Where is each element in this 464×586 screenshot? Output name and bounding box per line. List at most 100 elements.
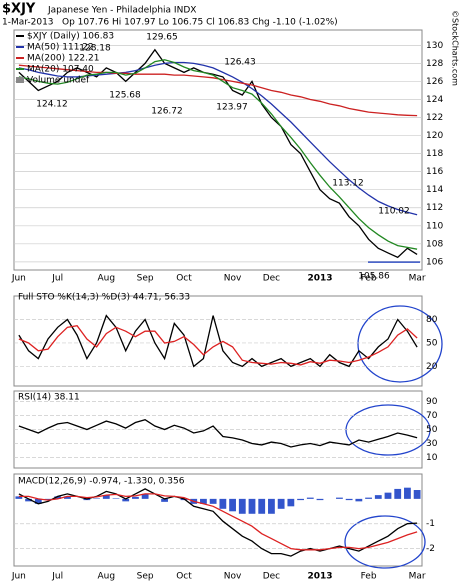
x-tick-label: Jun	[11, 274, 26, 284]
series-line	[18, 488, 418, 557]
legend-label: MA(50) 111.22	[27, 43, 94, 53]
histogram-bar	[238, 498, 246, 514]
price-annotation: 113.12	[332, 179, 364, 189]
x-tick-label: Nov	[224, 274, 242, 284]
histogram-bar	[384, 492, 392, 499]
y-tick-label: 128	[426, 59, 443, 69]
y-tick-label: 120	[426, 131, 443, 141]
histogram-bar	[277, 498, 285, 509]
legend-label: MA(200) 122.21	[27, 54, 99, 64]
x-tick-label: Dec	[263, 274, 280, 284]
histogram-bar	[34, 498, 42, 504]
histogram-bar	[258, 498, 266, 514]
price-annotation: 125.68	[109, 91, 141, 101]
source: ©StockCharts.com	[451, 10, 460, 86]
highlight-ellipse	[344, 515, 426, 569]
y-tick-label: 10	[426, 453, 438, 463]
chart-title: $XJY	[2, 2, 36, 17]
y-tick-label: 20	[426, 362, 438, 372]
histogram-bar	[297, 498, 304, 501]
y-tick-label: 112	[426, 203, 443, 213]
series-line	[18, 493, 418, 551]
histogram-bar	[209, 498, 217, 504]
series-line	[18, 314, 418, 368]
y-tick-label: 114	[426, 185, 443, 195]
histogram-bar	[122, 498, 130, 502]
histogram-bar	[15, 496, 23, 499]
x-tick-label: 2013	[307, 274, 332, 284]
legend-label: MA(20) 107.40	[27, 65, 94, 75]
histogram-bar	[161, 498, 168, 502]
histogram-bar	[306, 497, 314, 499]
histogram-bar	[268, 498, 275, 514]
series-line	[18, 324, 418, 366]
price-annotation: 126.43	[224, 58, 256, 68]
price-annotation: 124.12	[36, 100, 68, 110]
histogram-bar	[413, 490, 421, 499]
legend-label: $XJY (Daily) 106.83	[27, 32, 114, 42]
x-tick-label: Mar	[409, 274, 426, 284]
x-tick-label: Aug	[97, 274, 115, 284]
y-tick-label: -2	[426, 544, 435, 554]
date: 1-Mar-2013	[2, 18, 54, 28]
highlight-ellipse	[345, 404, 431, 456]
y-tick-label: 50	[426, 338, 438, 348]
sto-panel	[13, 295, 423, 387]
series-line	[18, 418, 418, 448]
y-tick-label: 70	[426, 411, 438, 421]
histogram-bar	[25, 498, 32, 502]
y-tick-label: 124	[426, 95, 443, 105]
x-tick-label: Jun	[11, 572, 26, 582]
x-tick-label: Oct	[176, 274, 192, 284]
x-tick-label: Jul	[51, 274, 63, 284]
histogram-bar	[287, 498, 295, 507]
histogram-bar	[132, 496, 139, 499]
quote: Op 107.76 Hi 107.97 Lo 106.75 Cl 106.83 …	[62, 18, 338, 28]
x-tick-label: Oct	[176, 572, 192, 582]
histogram-bar	[248, 498, 256, 514]
y-tick-label: 90	[426, 397, 438, 407]
histogram-bar	[336, 497, 343, 499]
y-tick-label: 122	[426, 113, 443, 123]
y-tick-label: 126	[426, 77, 443, 87]
x-tick-label: Jul	[51, 572, 63, 582]
panel-title: RSI(14) 38.11	[18, 393, 80, 403]
x-tick-label: Nov	[224, 572, 242, 582]
panel-title: Full STO %K(14,3) %D(3) 44.71, 56.33	[18, 293, 190, 303]
price-annotation: 129.65	[146, 33, 178, 43]
chart-subtitle: Japanese Yen - Philadelphia INDX	[47, 6, 196, 16]
legend-swatch	[16, 77, 24, 83]
legend-label: Volume undef	[27, 76, 90, 86]
price-annotation: 126.72	[151, 107, 183, 117]
panel-title: MACD(12,26,9) -0.974, -1.330, 0.356	[18, 477, 185, 487]
y-tick-label: 118	[426, 149, 443, 159]
price-annotation: 128.18	[79, 44, 111, 54]
price-annotation: 110.02	[378, 207, 410, 217]
y-tick-label: 30	[426, 439, 438, 449]
y-tick-label: 106	[426, 257, 443, 267]
histogram-bar	[229, 498, 236, 512]
histogram-bar	[219, 498, 227, 509]
series-line	[18, 59, 418, 250]
histogram-bar	[394, 488, 402, 499]
histogram-bar	[141, 493, 149, 499]
macd-panel	[13, 473, 423, 567]
x-tick-label: Feb	[361, 274, 377, 284]
highlight-ellipse	[357, 305, 443, 383]
histogram-bar	[365, 497, 372, 499]
histogram-bar	[64, 496, 71, 499]
y-tick-label: 130	[426, 41, 443, 51]
y-tick-label: 80	[426, 315, 438, 325]
histogram-bar	[316, 498, 324, 501]
y-tick-label: 116	[426, 167, 443, 177]
price-annotation: 105.86	[358, 272, 390, 282]
histogram-bar	[404, 487, 411, 499]
x-tick-label: Sep	[137, 274, 154, 284]
y-tick-label: -1	[426, 519, 435, 529]
price-annotation: 123.97	[216, 103, 248, 113]
histogram-bar	[54, 496, 62, 499]
x-tick-label: Sep	[137, 572, 154, 582]
x-tick-label: Mar	[409, 572, 426, 582]
x-tick-label: Feb	[361, 572, 377, 582]
